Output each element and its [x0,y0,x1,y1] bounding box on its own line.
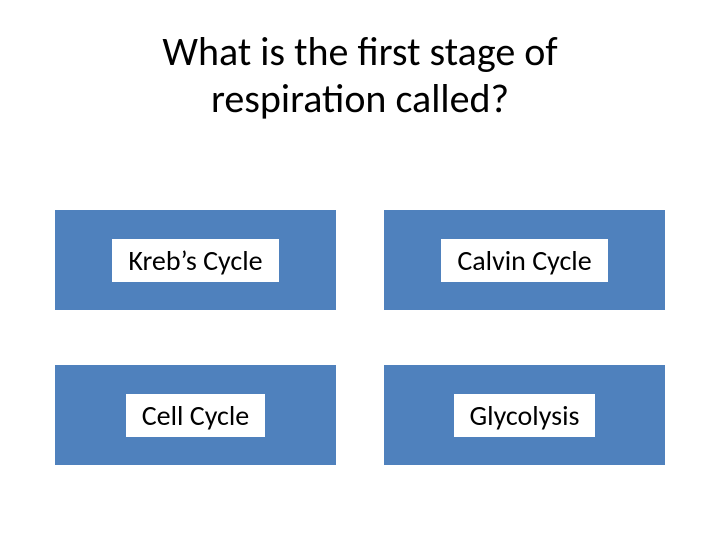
options-grid: Kreb’s Cycle Calvin Cycle Cell Cycle Gly… [55,210,665,465]
option-button-4[interactable]: Glycolysis [384,365,665,465]
question-line-2: respiration called? [211,74,509,123]
option-label: Cell Cycle [126,394,266,437]
question-line-1: What is the first stage of [162,27,557,76]
option-button-3[interactable]: Cell Cycle [55,365,336,465]
option-button-1[interactable]: Kreb’s Cycle [55,210,336,310]
option-button-2[interactable]: Calvin Cycle [384,210,665,310]
question-text: What is the first stage of respiration c… [0,28,720,122]
option-label: Kreb’s Cycle [112,239,278,282]
option-label: Glycolysis [454,394,596,437]
option-label: Calvin Cycle [441,239,607,282]
